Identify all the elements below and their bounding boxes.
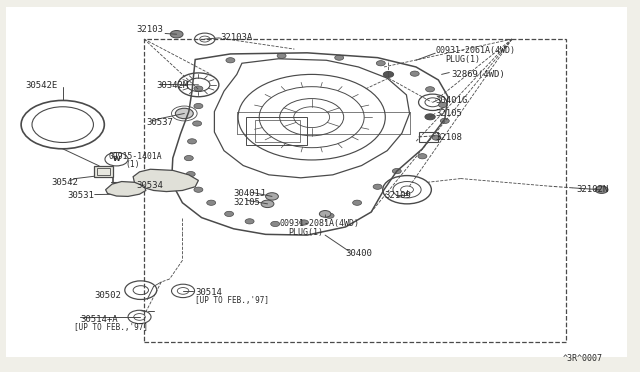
Circle shape <box>426 87 435 92</box>
Circle shape <box>335 55 344 60</box>
Circle shape <box>383 71 394 77</box>
Circle shape <box>440 118 449 124</box>
Circle shape <box>410 71 419 76</box>
Text: ^3R^0007: ^3R^0007 <box>563 355 604 363</box>
Circle shape <box>261 200 274 208</box>
Circle shape <box>418 154 427 159</box>
Text: 32102N: 32102N <box>576 185 608 194</box>
Bar <box>144 39 566 342</box>
Text: 32108: 32108 <box>435 133 462 142</box>
Circle shape <box>353 200 362 205</box>
Bar <box>97 168 110 175</box>
Circle shape <box>175 108 193 119</box>
Bar <box>246 117 307 145</box>
Polygon shape <box>106 182 146 196</box>
Circle shape <box>226 58 235 63</box>
Circle shape <box>425 114 435 120</box>
Text: 30537: 30537 <box>146 118 173 127</box>
Circle shape <box>319 211 331 217</box>
Text: 30401G: 30401G <box>435 96 467 105</box>
Text: 00931-2061A(4WD): 00931-2061A(4WD) <box>435 46 515 55</box>
Circle shape <box>325 213 334 218</box>
Text: 30542E: 30542E <box>26 81 58 90</box>
Circle shape <box>277 53 286 58</box>
Circle shape <box>373 184 382 189</box>
Circle shape <box>300 220 308 225</box>
Text: 30531: 30531 <box>67 191 94 200</box>
Bar <box>255 120 300 142</box>
Text: 32105: 32105 <box>234 198 260 207</box>
Text: 00931-2081A(4WD): 00931-2081A(4WD) <box>279 219 359 228</box>
Circle shape <box>392 169 401 174</box>
Text: [UP TO FEB.,'97]: [UP TO FEB.,'97] <box>195 296 269 305</box>
Text: PLUG(1): PLUG(1) <box>288 228 323 237</box>
Text: 30514+A: 30514+A <box>80 315 118 324</box>
Circle shape <box>194 86 203 91</box>
Text: 30542: 30542 <box>51 178 78 187</box>
Circle shape <box>194 187 203 192</box>
Text: 30400: 30400 <box>346 249 372 258</box>
Circle shape <box>595 186 608 193</box>
Text: 30514: 30514 <box>195 288 222 296</box>
Circle shape <box>225 211 234 217</box>
Polygon shape <box>133 169 198 192</box>
Text: W: W <box>113 156 120 162</box>
Circle shape <box>193 121 202 126</box>
Text: (1): (1) <box>125 160 140 169</box>
Text: 32103A: 32103A <box>221 33 253 42</box>
Text: 30342M: 30342M <box>157 81 189 90</box>
Text: 30534: 30534 <box>136 182 163 190</box>
Bar <box>94 166 113 177</box>
Text: 09915-1401A: 09915-1401A <box>109 152 163 161</box>
Circle shape <box>245 219 254 224</box>
Text: PLUG(1): PLUG(1) <box>445 55 480 64</box>
Circle shape <box>266 193 278 200</box>
Circle shape <box>438 102 447 108</box>
Bar <box>419 132 438 142</box>
Circle shape <box>376 61 385 66</box>
Text: [UP TO FEB.,'97]: [UP TO FEB.,'97] <box>74 323 148 332</box>
Circle shape <box>432 135 441 140</box>
Circle shape <box>194 103 203 109</box>
Circle shape <box>186 171 195 177</box>
Circle shape <box>271 221 280 227</box>
Text: 32105: 32105 <box>435 109 462 118</box>
Text: 32869(4WD): 32869(4WD) <box>451 70 505 79</box>
Circle shape <box>188 139 196 144</box>
Circle shape <box>170 31 183 38</box>
Text: 30502: 30502 <box>95 291 122 300</box>
Circle shape <box>184 155 193 161</box>
Text: 32103: 32103 <box>136 25 163 34</box>
Text: 30401J: 30401J <box>234 189 266 198</box>
Circle shape <box>207 200 216 205</box>
Text: 32109: 32109 <box>384 191 411 200</box>
